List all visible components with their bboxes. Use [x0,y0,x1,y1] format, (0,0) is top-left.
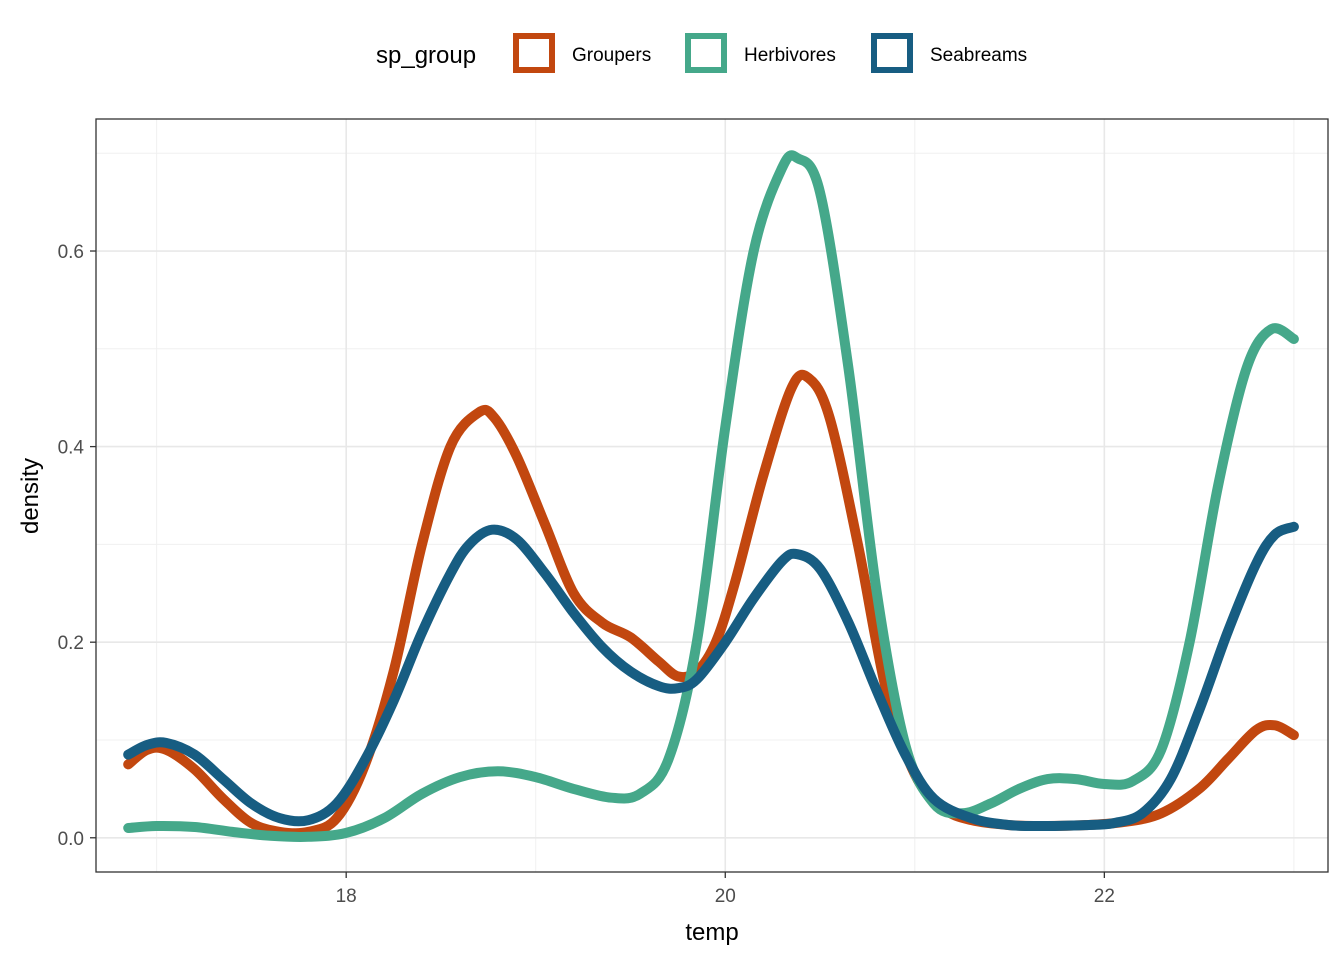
y-axis-title: density [17,458,44,534]
x-axis: 18 20 22 [336,872,1115,907]
legend-label-groupers: Groupers [572,45,651,66]
x-axis-title: temp [685,919,738,946]
legend-items: Groupers Herbivores Seabreams [513,33,1027,73]
y-tick-label: 0.4 [58,438,85,459]
plot-panel [95,118,1329,873]
series-layer [123,150,1299,842]
y-axis: 0.0 0.2 0.4 0.6 [58,242,96,850]
legend-key-groupers [513,33,555,73]
legend: sp_group Groupers Herbivores Seabreams [376,33,1027,73]
panel-border [95,118,1329,873]
y-tick-label: 0.6 [58,242,84,263]
legend-key-herbivores [685,33,727,73]
legend-title: sp_group [376,42,476,69]
x-tick-label: 20 [715,886,736,907]
x-tick-label: 22 [1094,886,1115,907]
series-line-herbivores [123,150,1299,842]
x-tick-label: 18 [336,886,357,907]
y-tick-label: 0.2 [58,633,84,654]
series-line-seabreams [123,521,1299,832]
legend-key-seabreams [871,33,913,73]
y-tick-label: 0.0 [58,829,84,850]
legend-label-seabreams: Seabreams [930,45,1027,66]
legend-label-herbivores: Herbivores [744,45,836,66]
